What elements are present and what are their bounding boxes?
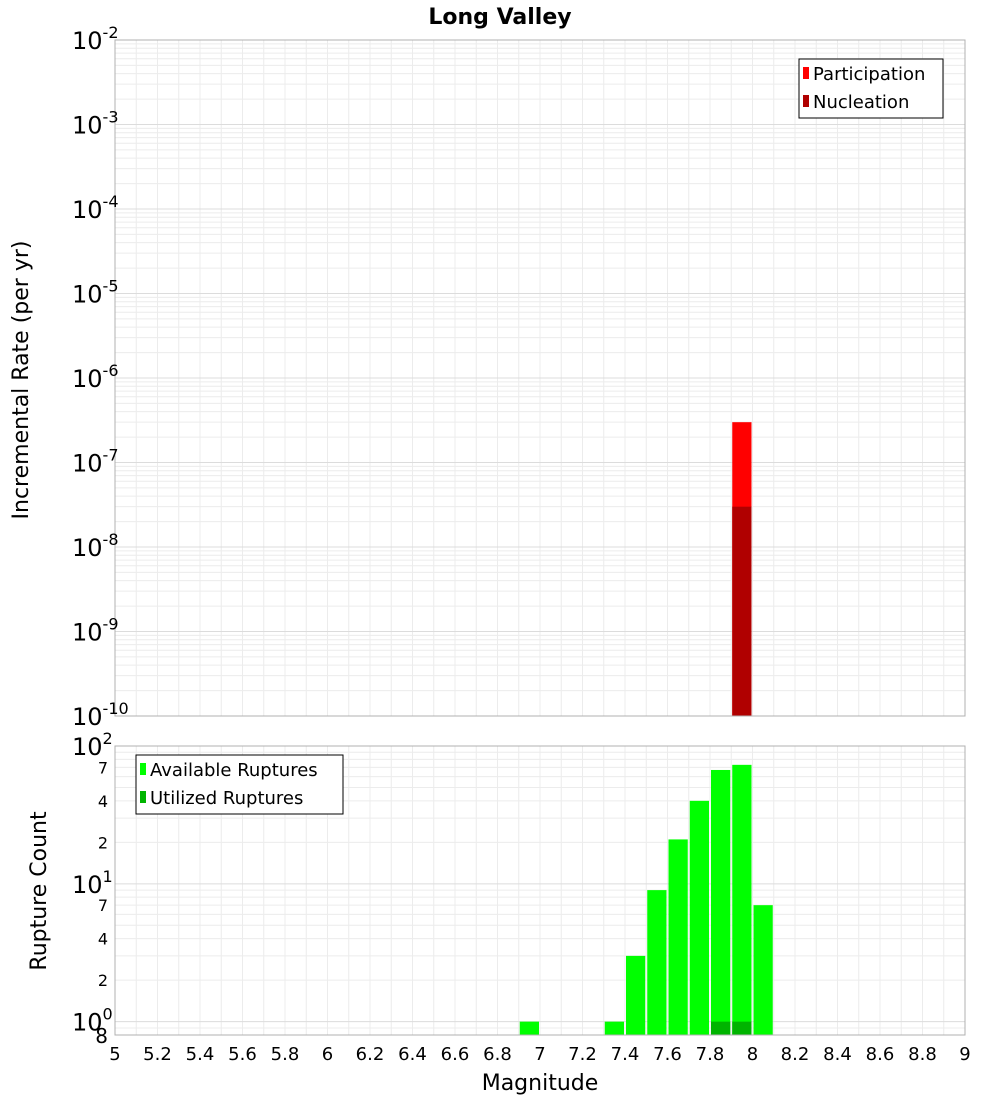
x-tick-label: 7.6 <box>653 1044 682 1065</box>
utilized-ruptures-legend-label: Utilized Ruptures <box>150 788 303 809</box>
y-tick-label: 10-5 <box>72 277 119 309</box>
available-ruptures-legend-swatch <box>140 763 146 775</box>
bottom-legend: Available Ruptures Utilized Ruptures <box>135 754 344 815</box>
bottom-y-axis-label: Rupture Count <box>27 811 52 971</box>
y-tick-label: 7 <box>98 758 108 777</box>
x-tick-label: 5.4 <box>186 1044 215 1065</box>
y-tick-label: 10-4 <box>72 192 119 224</box>
top-y-axis-label: Incremental Rate (per yr) <box>9 241 34 520</box>
utilized-ruptures-bar <box>732 1021 752 1035</box>
nucleation-bar <box>732 506 752 716</box>
nucleation-legend-swatch <box>803 95 809 107</box>
available-ruptures-bar <box>732 764 752 1035</box>
utilized-ruptures-bar <box>711 1021 731 1035</box>
x-tick-labels: 5 5.2 5.4 5.6 5.8 6 6.2 6.4 6.6 6.8 7 7.2 7.4 7.6 7.8 8… <box>109 1044 970 1065</box>
top-legend: Participation Nucleation <box>798 58 944 119</box>
available-ruptures-bar <box>689 800 709 1035</box>
x-tick-label: 8.6 <box>866 1044 895 1065</box>
y-tick-label: 10-8 <box>72 530 119 562</box>
x-axis-label: Magnitude <box>482 1071 599 1096</box>
top-chart-bars <box>732 422 752 716</box>
x-tick-label: 8 <box>747 1044 758 1065</box>
x-tick-label: 9 <box>959 1044 970 1065</box>
bottom-plot-area <box>114 745 966 1036</box>
available-ruptures-bar <box>519 1021 539 1035</box>
bottom-chart-bars <box>519 764 773 1035</box>
y-tick-label: 4 <box>98 792 108 811</box>
x-tick-label: 7.4 <box>611 1044 640 1065</box>
y-tick-label: 2 <box>98 971 108 990</box>
y-tick-label: 7 <box>98 896 108 915</box>
x-tick-label: 5 <box>109 1044 120 1065</box>
x-tick-label: 6 <box>322 1044 333 1065</box>
x-tick-label: 6.2 <box>356 1044 385 1065</box>
top-plot-area <box>114 39 966 717</box>
y-tick-label: 2 <box>98 833 108 852</box>
x-tick-label: 7.2 <box>568 1044 597 1065</box>
top-chart-grid <box>114 40 966 717</box>
participation-legend-label: Participation <box>813 64 925 85</box>
y-tick-label: 10-7 <box>72 446 119 478</box>
y-tick-label: 10-2 <box>72 23 119 55</box>
available-ruptures-bar <box>668 839 688 1035</box>
y-tick-label: 10-3 <box>72 108 119 140</box>
x-tick-label: 7.8 <box>696 1044 725 1065</box>
top-legend-box <box>798 58 944 119</box>
y-tick-label: 10-6 <box>72 361 119 393</box>
x-tick-label: 8.4 <box>823 1044 852 1065</box>
y-tick-label: 102 <box>72 729 113 761</box>
y-tick-label: 4 <box>98 930 108 949</box>
utilized-ruptures-legend-swatch <box>140 791 146 803</box>
y-tick-label: 101 <box>72 867 113 899</box>
available-ruptures-bar <box>626 955 646 1035</box>
y-tick-label: 10-9 <box>72 615 119 647</box>
y-tick-label: 10-10 <box>72 699 129 731</box>
y-tick-label: 8 <box>95 1024 108 1048</box>
x-tick-label: 8.8 <box>908 1044 937 1065</box>
x-tick-label: 6.4 <box>398 1044 427 1065</box>
x-tick-label: 6.8 <box>483 1044 512 1065</box>
x-tick-label: 5.8 <box>271 1044 300 1065</box>
available-ruptures-bar <box>604 1021 624 1035</box>
y-tick-label: 100 <box>72 1005 113 1037</box>
bottom-legend-box <box>135 754 344 815</box>
chart-title: Long Valley <box>428 5 571 30</box>
x-tick-label: 7 <box>534 1044 545 1065</box>
x-tick-label: 5.6 <box>228 1044 257 1065</box>
x-tick-label: 6.6 <box>441 1044 470 1065</box>
x-tick-label: 5.2 <box>143 1044 172 1065</box>
nucleation-legend-label: Nucleation <box>813 92 909 113</box>
available-ruptures-bar <box>711 769 731 1035</box>
x-tick-label: 8.2 <box>781 1044 810 1065</box>
participation-legend-swatch <box>803 67 809 79</box>
available-ruptures-bar <box>647 890 667 1035</box>
available-ruptures-bar <box>753 905 773 1035</box>
available-ruptures-legend-label: Available Ruptures <box>150 760 318 781</box>
top-y-tick-labels: 10-2 10-3 10-4 10-5 10-6 10-7 10-8 10-9 10-10 <box>72 23 129 731</box>
